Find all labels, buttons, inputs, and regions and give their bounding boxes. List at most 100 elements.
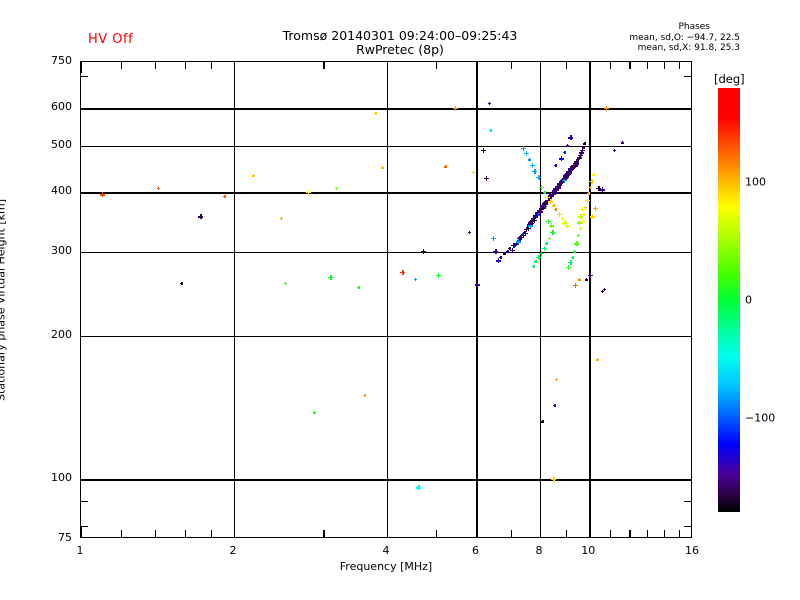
y-axis-ticklabel: 200 — [0, 328, 72, 341]
ionogram-figure: HV Off Tromsø 20140301 09:24:00–09:25:43… — [0, 0, 800, 600]
x-axis-ticklabel: 10 — [581, 544, 595, 557]
y-axis-title: Stationary phase Virtual Height [km] — [0, 198, 8, 400]
data-point — [510, 248, 515, 253]
data-point — [555, 378, 558, 381]
data-point — [550, 230, 555, 235]
y-axis-ticklabel: 400 — [0, 184, 72, 197]
data-point — [585, 278, 588, 281]
data-point — [306, 190, 311, 195]
data-point — [592, 173, 595, 176]
data-point — [400, 270, 405, 275]
y-axis-ticklabel: 300 — [0, 244, 72, 257]
data-point — [577, 234, 580, 237]
data-point — [554, 208, 557, 211]
data-point — [532, 169, 537, 174]
colorbar-ticklabel: 0 — [745, 294, 752, 307]
y-axis-ticklabel: 500 — [0, 138, 72, 151]
data-point — [223, 195, 226, 198]
data-point — [577, 220, 582, 225]
data-point — [521, 146, 526, 151]
x-axis-ticklabel: 2 — [230, 544, 237, 557]
data-point — [536, 255, 541, 260]
x-axis-ticklabel: 1 — [77, 544, 84, 557]
data-point — [559, 156, 564, 161]
data-point — [416, 485, 421, 490]
data-point — [472, 171, 475, 174]
data-point — [551, 477, 556, 482]
data-point — [583, 142, 586, 145]
plot-title-line1: Tromsø 20140301 09:24:00–09:25:43 — [283, 28, 518, 43]
data-point — [596, 358, 599, 361]
data-point — [453, 106, 458, 111]
x-axis-ticklabel: 16 — [685, 544, 699, 557]
data-point — [613, 149, 616, 152]
data-point — [588, 273, 593, 278]
data-point — [421, 249, 426, 254]
x-axis-title: Frequency [MHz] — [80, 560, 692, 573]
data-point — [566, 265, 571, 270]
data-point — [284, 282, 287, 285]
x-axis-ticklabel: 6 — [472, 544, 479, 557]
data-point — [100, 192, 105, 197]
colorbar-ticklabel: −100 — [745, 411, 775, 424]
data-point — [481, 148, 486, 153]
plot-area — [80, 61, 692, 538]
data-point — [603, 288, 606, 291]
data-point — [374, 112, 377, 115]
data-point — [335, 187, 338, 190]
data-point — [198, 214, 203, 219]
data-point — [444, 165, 447, 168]
colorbar-unit-label: [deg] — [714, 72, 745, 86]
data-point — [180, 282, 183, 285]
colorbar-ticklabel: 100 — [745, 176, 766, 189]
data-point — [499, 256, 502, 259]
data-point — [580, 207, 585, 212]
data-point — [568, 135, 573, 140]
data-point — [579, 227, 582, 230]
scatter-data-layer — [81, 62, 691, 537]
data-point — [381, 166, 384, 169]
data-point — [489, 129, 492, 132]
data-point — [532, 218, 537, 223]
data-point — [313, 411, 316, 414]
x-axis-ticklabel: 4 — [383, 544, 390, 557]
data-point — [534, 260, 537, 263]
data-point — [589, 179, 594, 184]
phase-stats-heading: Phases — [560, 22, 740, 33]
data-point — [582, 146, 585, 149]
data-point — [475, 282, 480, 287]
x-axis-ticklabel: 8 — [536, 544, 543, 557]
data-point — [593, 206, 598, 211]
phase-stats-x-mode: mean, sd,X: 91.8, 25.3 — [560, 43, 740, 54]
data-point — [578, 214, 583, 219]
data-point — [565, 223, 570, 228]
data-point — [541, 420, 544, 423]
data-point — [543, 191, 546, 194]
data-point — [563, 151, 566, 154]
data-point — [589, 186, 592, 189]
data-point — [578, 278, 581, 281]
data-point — [587, 192, 590, 195]
data-point — [573, 283, 578, 288]
colorbar — [718, 88, 740, 512]
data-point — [574, 241, 579, 246]
data-point — [548, 237, 551, 240]
y-axis-ticklabel: 75 — [0, 531, 72, 544]
y-axis-ticklabel: 750 — [0, 54, 72, 67]
data-point — [549, 223, 554, 228]
data-point — [484, 176, 489, 181]
data-point — [553, 404, 556, 407]
data-point — [573, 250, 576, 253]
data-point — [552, 204, 555, 207]
data-point — [621, 141, 624, 144]
phase-stats-o-mode: mean, sd,O: −94.7, 22.5 — [560, 33, 740, 44]
data-point — [571, 256, 574, 259]
data-point — [524, 151, 529, 156]
phase-statistics: Phases mean, sd,O: −94.7, 22.5 mean, sd,… — [560, 22, 740, 54]
data-point — [600, 187, 605, 192]
data-point — [414, 278, 417, 281]
data-point — [536, 175, 541, 180]
data-point — [280, 217, 283, 220]
data-point — [554, 164, 557, 167]
data-point — [252, 174, 255, 177]
